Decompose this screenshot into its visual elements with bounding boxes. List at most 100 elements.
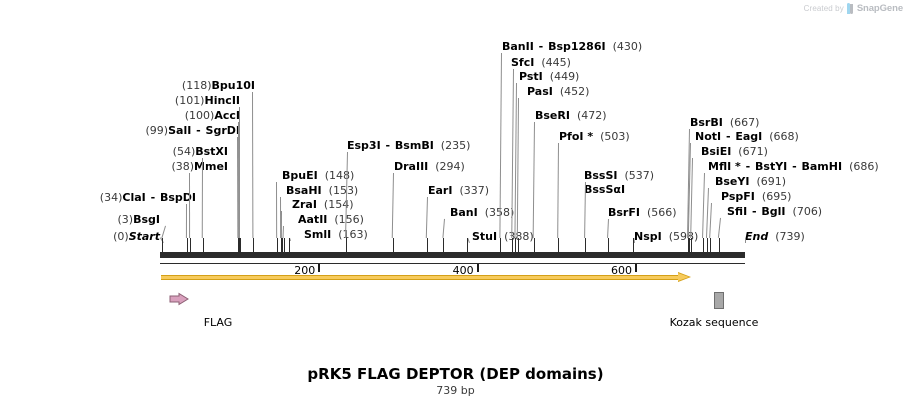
restriction-site-label: BssSI (537) [584,170,654,181]
site-position-label: (0) [106,230,129,243]
site-position-label: (154) [316,198,354,211]
leader-line [391,172,394,238]
enzyme-name: SfcI [511,56,535,69]
label-separator: - [146,191,159,204]
restriction-site-label: AatII (156) [298,214,364,225]
enzyme-name: Bpu10I [211,79,256,92]
enzyme-name: ZraI [292,198,317,211]
enzyme-name: BsmBI [394,139,434,152]
enzyme-name: HincII [204,94,240,107]
enzyme-name: Bsp1286I [548,40,606,53]
ruler-line [160,263,745,264]
site-position-label: (148) [317,169,355,182]
backbone-site-tick [710,238,712,252]
restriction-site-label: PspFI (695) [721,191,791,202]
enzyme-name: BsrBI [690,116,723,129]
site-position-label: (503) [593,130,630,143]
restriction-site-label: PfoI * (503) [559,131,630,142]
leader-line [276,182,278,239]
site-position-label: (706) [785,205,823,218]
leader-line [189,173,191,239]
leader-line [425,196,428,238]
enzyme-name: MflI * [708,160,741,173]
backbone-site-tick [238,238,240,252]
snapgene-watermark: Created by SnapGene [804,3,903,14]
orf-arrow-head [678,273,689,281]
restriction-site-label: BssSαI [584,184,625,195]
backbone-site-tick [688,238,689,252]
enzyme-name: BamHI [801,160,843,173]
leader-line [201,157,203,238]
enzyme-name: PfoI * [559,130,594,143]
watermark-created-by-label: Created by [803,4,844,13]
label-separator: - [741,160,755,173]
label-separator: - [722,130,735,143]
ruler-tick-label: 200 [294,264,316,277]
site-position-label: (54) [165,145,196,158]
backbone-site-tick [240,238,241,252]
restriction-site-label: SfiI - BglI (706) [727,206,822,217]
site-position-label: (430) [605,40,643,53]
backbone-site-tick [467,238,469,252]
leader-line [238,106,240,238]
watermark-brand-label: SnapGene [856,3,903,14]
enzyme-name: AatII [298,213,328,226]
restriction-site-label: Esp3I - BsmBI (235) [347,140,470,151]
site-position-label: (337) [452,184,490,197]
backbone-site-tick [289,238,290,252]
ruler-tick [318,264,321,272]
backbone-site-tick [253,238,255,252]
restriction-site-label: BanII - Bsp1286I (430) [502,41,642,52]
enzyme-name: Esp3I [347,139,381,152]
enzyme-name: NotI [695,130,722,143]
enzyme-name: DraIII [394,160,429,173]
backbone-site-tick [283,238,285,252]
restriction-site-label: (99)SalI - SgrDI [139,124,241,137]
leader-line [717,217,721,238]
enzyme-name: EagI [735,130,763,143]
site-position-label: (156) [334,213,364,226]
site-position-label: (153) [321,184,359,197]
site-position-label: (118) [174,79,212,92]
backbone-site-tick [277,238,279,252]
leader-line [442,218,445,239]
backbone-site-tick [585,238,587,252]
restriction-site-label: (54)BstXI [166,146,228,157]
enzyme-name: EarI [428,184,453,197]
sequence-length-label: 739 bp [436,384,475,397]
backbone-site-tick [443,238,445,252]
leader-line [557,142,559,238]
site-position-label: (445) [534,56,571,69]
leader-line [252,92,254,239]
backbone-site-tick [533,238,535,252]
feature-label: FLAG [203,316,233,329]
enzyme-name: SalI [168,124,192,137]
restriction-site-label: StuI (388) [472,231,534,242]
enzyme-name: BspDI [159,191,196,204]
orf-arrow [161,272,691,283]
backbone-site-tick [239,238,241,252]
leader-line [584,181,586,238]
leader-line [516,97,519,238]
restriction-site-label: (100)AccI [178,110,240,121]
restriction-site-label: EarI (337) [428,185,489,196]
backbone-site-ticks [0,238,911,252]
restriction-site-label: PasI (452) [527,86,589,97]
leader-line [161,225,166,238]
enzyme-name: BanII [502,40,534,53]
enzyme-name: BstYI [755,160,788,173]
enzyme-name: BstXI [195,145,228,158]
enzyme-name: AccI [214,109,240,122]
site-position-label: (235) [433,139,471,152]
ruler-tick-label: 600 [611,264,632,277]
site-position-label: (294) [428,160,465,173]
site-position-label: (3) [110,213,134,226]
site-position-label: (101) [167,94,205,107]
backbone-site-tick [718,238,720,252]
enzyme-name: BssSI [584,169,618,182]
ruler-tick-label: 400 [452,264,474,277]
site-position-label: (686) [842,160,879,173]
restriction-site-label: BsaHI (153) [286,185,358,196]
backbone-site-tick [633,238,635,252]
restriction-site-label: NotI - EagI (668) [695,131,799,142]
